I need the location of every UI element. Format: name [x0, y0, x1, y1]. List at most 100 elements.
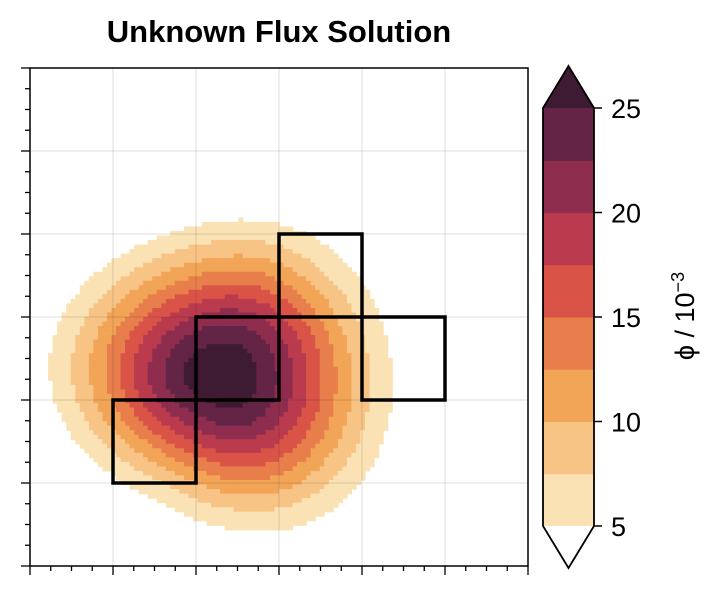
contour-cell — [75, 294, 81, 300]
contour-cell — [310, 398, 316, 404]
contour-cell — [156, 353, 162, 359]
contour-cell — [319, 366, 325, 372]
contour-cell — [143, 475, 149, 481]
contour-cell — [279, 307, 285, 314]
contour-cell — [256, 226, 262, 232]
contour-cell — [274, 384, 280, 391]
contour-cell — [365, 393, 371, 400]
contour-cell — [229, 312, 235, 318]
contour-cell — [310, 393, 316, 400]
contour-cell — [251, 493, 257, 499]
contour-cell — [52, 384, 58, 391]
contour-cell — [165, 384, 171, 391]
contour-cell — [315, 489, 321, 495]
contour-cell — [75, 303, 81, 309]
contour-cell — [57, 326, 63, 332]
contour-cell — [188, 253, 194, 259]
contour-cell — [152, 285, 158, 291]
contour-cell — [192, 303, 199, 309]
contour-cell — [355, 389, 362, 395]
contour-cell — [138, 362, 144, 368]
contour-cell — [251, 344, 257, 350]
contour-cell — [197, 371, 203, 377]
contour-cell — [256, 384, 262, 391]
contour-cell — [337, 366, 343, 372]
contour-cell — [242, 326, 248, 332]
contour-cell — [192, 271, 199, 277]
contour-cell — [310, 375, 316, 381]
contour-cell — [129, 294, 135, 300]
contour-cell — [297, 380, 303, 386]
contour-cell — [161, 294, 167, 300]
contour-cell — [125, 452, 131, 458]
contour-cell — [197, 457, 203, 463]
contour-cell — [346, 289, 353, 295]
contour-cell — [233, 389, 239, 395]
contour-cell — [383, 421, 389, 427]
contour-cell — [269, 312, 276, 318]
contour-cell — [202, 330, 208, 336]
contour-cell — [355, 280, 362, 286]
contour-cell — [84, 443, 90, 449]
contour-cell — [152, 244, 158, 250]
contour-cell — [220, 253, 226, 259]
contour-cell — [355, 357, 362, 363]
contour-cell — [306, 321, 312, 327]
contour-cell — [238, 335, 244, 341]
contour-cell — [369, 393, 375, 400]
contour-cell — [238, 289, 244, 295]
contour-cell — [179, 421, 185, 427]
contour-cell — [238, 416, 244, 422]
contour-cell — [351, 321, 357, 327]
contour-cell — [143, 262, 149, 268]
contour-cell — [102, 348, 108, 354]
contour-cell — [215, 502, 221, 508]
contour-cell — [306, 443, 312, 449]
contour-cell — [283, 525, 289, 531]
contour-cell — [378, 375, 384, 381]
contour-cell — [247, 439, 253, 445]
contour-cell — [147, 475, 153, 481]
contour-cell — [292, 258, 298, 264]
contour-cell — [374, 375, 380, 381]
contour-cell — [374, 452, 380, 458]
contour-cell — [315, 244, 321, 250]
contour-cell — [188, 502, 194, 508]
contour-cell — [269, 452, 276, 458]
contour-cell — [97, 375, 104, 381]
contour-cell — [183, 470, 190, 477]
contour-cell — [211, 307, 217, 314]
contour-cell — [61, 371, 67, 377]
contour-cell — [152, 317, 158, 323]
contour-cell — [306, 353, 312, 359]
contour-cell — [84, 312, 90, 318]
contour-cell — [292, 452, 298, 458]
contour-cell — [333, 348, 339, 354]
contour-cell — [120, 452, 126, 458]
contour-cell — [134, 357, 140, 363]
contour-cell — [346, 326, 353, 332]
contour-cell — [165, 403, 171, 409]
contour-cell — [328, 326, 334, 332]
contour-cell — [206, 235, 212, 241]
contour-cell — [274, 516, 280, 522]
contour-cell — [143, 403, 149, 409]
contour-cell — [206, 240, 212, 246]
contour-cell — [152, 470, 158, 477]
contour-cell — [138, 357, 144, 363]
contour-cell — [279, 520, 285, 526]
contour-cell — [211, 498, 217, 504]
contour-cell — [192, 276, 199, 282]
contour-cell — [174, 330, 180, 336]
contour-cell — [174, 258, 180, 264]
contour-cell — [242, 235, 248, 241]
contour-cell — [369, 389, 375, 395]
contour-cell — [183, 312, 190, 318]
contour-cell — [365, 412, 371, 418]
contour-cell — [188, 230, 194, 237]
contour-cell — [206, 303, 212, 309]
contour-cell — [256, 470, 262, 477]
contour-cell — [120, 389, 126, 395]
contour-cell — [355, 448, 362, 454]
contour-cell — [165, 326, 171, 332]
